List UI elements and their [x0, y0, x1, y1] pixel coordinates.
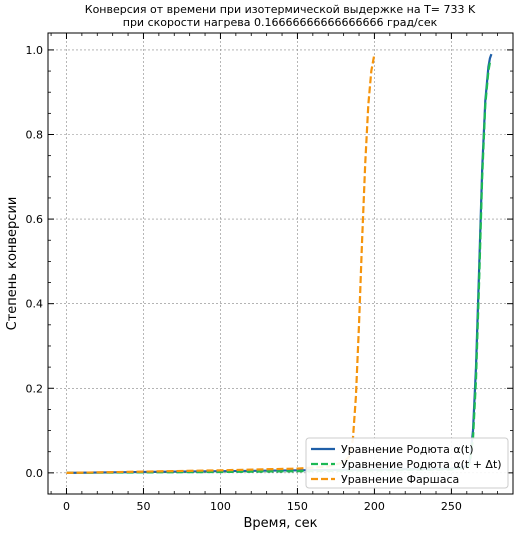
- legend-label-1: Уравнение Родюта α(t + Δt): [341, 458, 502, 471]
- y-axis-label: Степень конверсии: [5, 197, 20, 331]
- plot-area: [48, 33, 513, 494]
- x-tick-label: 50: [136, 500, 150, 513]
- y-tick-label: 0.6: [26, 213, 44, 226]
- y-tick-label: 0.8: [26, 129, 44, 142]
- y-tick-label: 1.0: [26, 44, 44, 57]
- y-tick-label: 0.0: [26, 467, 44, 480]
- x-tick-label: 150: [287, 500, 308, 513]
- y-tick-label: 0.2: [26, 382, 44, 395]
- x-tick-label: 250: [441, 500, 462, 513]
- x-axis-label: Время, сек: [243, 516, 317, 531]
- legend-label-2: Уравнение Фаршаса: [341, 473, 459, 486]
- x-tick-label: 0: [63, 500, 70, 513]
- x-tick-label: 200: [364, 500, 385, 513]
- legend-box: [305, 437, 509, 489]
- legend-label-0: Уравнение Родюта α(t): [341, 443, 474, 456]
- x-tick-label: 100: [210, 500, 231, 513]
- chart-title: Конверсия от времени при изотермической …: [85, 3, 476, 16]
- chart-title: при скорости нагрева 0.16666666666666666…: [123, 16, 438, 29]
- y-tick-label: 0.4: [26, 298, 44, 311]
- plot-frame: [47, 32, 514, 495]
